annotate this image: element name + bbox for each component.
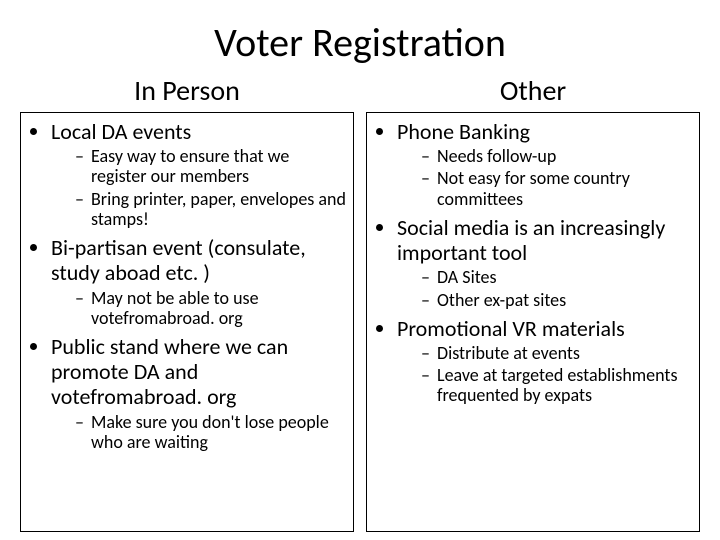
list-item: Promotional VR materialsDistribute at ev…	[397, 316, 693, 406]
sub-list: Needs follow-upNot easy for some country…	[397, 146, 693, 208]
list-item: Bi-partisan event (consulate, study aboa…	[51, 235, 347, 328]
sub-list: Easy way to ensure that we register our …	[51, 146, 347, 229]
sub-list: Distribute at eventsLeave at targeted es…	[397, 343, 693, 405]
list-item-label: Social media is an increasingly importan…	[397, 214, 665, 266]
list-item: Local DA eventsEasy way to ensure that w…	[51, 119, 347, 229]
sub-list-item: Leave at targeted establishments frequen…	[421, 365, 693, 405]
sub-list-item: Make sure you don't lose people who are …	[75, 412, 347, 452]
list-item: Public stand where we can promote DA and…	[51, 334, 347, 452]
sub-list-item: Distribute at events	[421, 343, 693, 363]
sub-list-item: DA Sites	[421, 267, 693, 287]
right-list: Phone BankingNeeds follow-upNot easy for…	[373, 119, 693, 405]
right-column-body: Phone BankingNeeds follow-upNot easy for…	[366, 112, 700, 532]
sub-list-item: May not be able to use votefromabroad. o…	[75, 288, 347, 328]
sub-list-item: Bring printer, paper, envelopes and stam…	[75, 189, 347, 229]
sub-list: Make sure you don't lose people who are …	[51, 412, 347, 452]
list-item-label: Phone Banking	[397, 118, 530, 145]
left-column-heading: In Person	[20, 73, 354, 108]
list-item-label: Promotional VR materials	[397, 315, 625, 342]
list-item: Phone BankingNeeds follow-upNot easy for…	[397, 119, 693, 209]
columns-container: In Person Local DA eventsEasy way to ens…	[20, 73, 700, 532]
left-column-body: Local DA eventsEasy way to ensure that w…	[20, 112, 354, 532]
left-list: Local DA eventsEasy way to ensure that w…	[27, 119, 347, 452]
list-item-label: Public stand where we can promote DA and…	[51, 333, 288, 411]
sub-list-item: Other ex-pat sites	[421, 290, 693, 310]
slide: Voter Registration In Person Local DA ev…	[0, 0, 720, 540]
right-column: Other Phone BankingNeeds follow-upNot ea…	[366, 73, 700, 532]
sub-list: May not be able to use votefromabroad. o…	[51, 288, 347, 328]
sub-list-item: Not easy for some country committees	[421, 168, 693, 208]
list-item-label: Bi-partisan event (consulate, study aboa…	[51, 234, 306, 286]
sub-list-item: Needs follow-up	[421, 146, 693, 166]
list-item-label: Local DA events	[51, 118, 191, 145]
right-column-heading: Other	[366, 73, 700, 108]
left-column: In Person Local DA eventsEasy way to ens…	[20, 73, 354, 532]
sub-list-item: Easy way to ensure that we register our …	[75, 146, 347, 186]
list-item: Social media is an increasingly importan…	[397, 215, 693, 310]
sub-list: DA Sites Other ex-pat sites	[397, 267, 693, 309]
slide-title: Voter Registration	[20, 18, 700, 67]
